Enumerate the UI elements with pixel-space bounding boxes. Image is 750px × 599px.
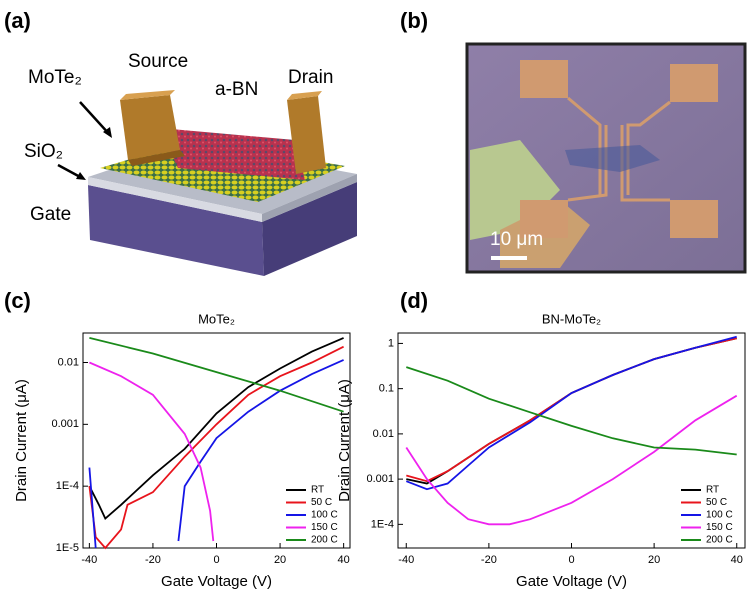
series-line <box>89 337 344 413</box>
panel-label: (a) <box>4 8 31 33</box>
y-tick-label: 0.1 <box>379 383 394 395</box>
y-axis-label: Drain Current (μA) <box>336 379 353 502</box>
series-line <box>406 337 737 483</box>
legend-label: 200 C <box>311 535 338 546</box>
electrode-label: Source <box>128 51 188 72</box>
electrode-label: Drain <box>288 67 333 88</box>
panel-label: (c) <box>4 288 31 313</box>
x-tick-label: 20 <box>274 554 286 566</box>
series-line <box>405 335 737 491</box>
y-tick-label: 0.01 <box>58 356 79 368</box>
x-tick-label: -20 <box>145 554 161 566</box>
material-label: a-BN <box>215 79 258 100</box>
series-line <box>406 337 737 485</box>
y-tick-label: 0.01 <box>373 428 394 440</box>
series-line <box>406 366 737 456</box>
y-tick-label: 0.001 <box>51 418 79 430</box>
legend-label: 50 C <box>706 497 727 508</box>
series-line <box>88 345 345 550</box>
series-line <box>89 361 215 542</box>
x-tick-label: 40 <box>731 554 743 566</box>
plot-frame <box>82 332 351 549</box>
series-line <box>88 359 344 549</box>
legend-label: RT <box>706 485 719 496</box>
chart-title: BN-MoTe₂ <box>542 311 601 326</box>
x-tick-label: 40 <box>338 554 350 566</box>
y-tick-label: 1E-4 <box>371 518 394 530</box>
y-tick-label: 1E-5 <box>56 542 79 554</box>
material-label: MoTe₂ <box>28 67 82 88</box>
device-schematic <box>57 90 357 276</box>
micrograph <box>465 42 747 274</box>
scale-bar-label: 10 μm <box>490 229 543 250</box>
series-line <box>88 337 344 520</box>
chart-title: MoTe₂ <box>198 311 235 326</box>
gate-label: Gate <box>30 204 71 225</box>
x-tick-label: 0 <box>213 554 219 566</box>
legend-label: 150 C <box>311 522 338 533</box>
x-tick-label: 0 <box>568 554 574 566</box>
panel-label: (d) <box>400 288 428 313</box>
x-axis-label: Gate Voltage (V) <box>161 573 272 590</box>
y-axis-label: Drain Current (μA) <box>13 379 30 502</box>
x-axis-label: Gate Voltage (V) <box>516 573 627 590</box>
legend-label: 150 C <box>706 522 733 533</box>
x-tick-label: -40 <box>81 554 97 566</box>
panel-label: (b) <box>400 8 428 33</box>
legend-label: RT <box>311 485 324 496</box>
y-tick-label: 1E-4 <box>56 480 79 492</box>
x-tick-label: -20 <box>481 554 497 566</box>
legend-label: 100 C <box>706 510 733 521</box>
material-label: SiO₂ <box>24 141 63 162</box>
x-tick-label: -40 <box>398 554 414 566</box>
x-tick-label: 20 <box>648 554 660 566</box>
legend-label: 50 C <box>311 497 332 508</box>
legend-label: 100 C <box>311 510 338 521</box>
y-tick-label: 0.001 <box>366 473 394 485</box>
legend-label: 200 C <box>706 535 733 546</box>
y-tick-label: 1 <box>388 337 394 349</box>
series-line <box>405 394 738 526</box>
